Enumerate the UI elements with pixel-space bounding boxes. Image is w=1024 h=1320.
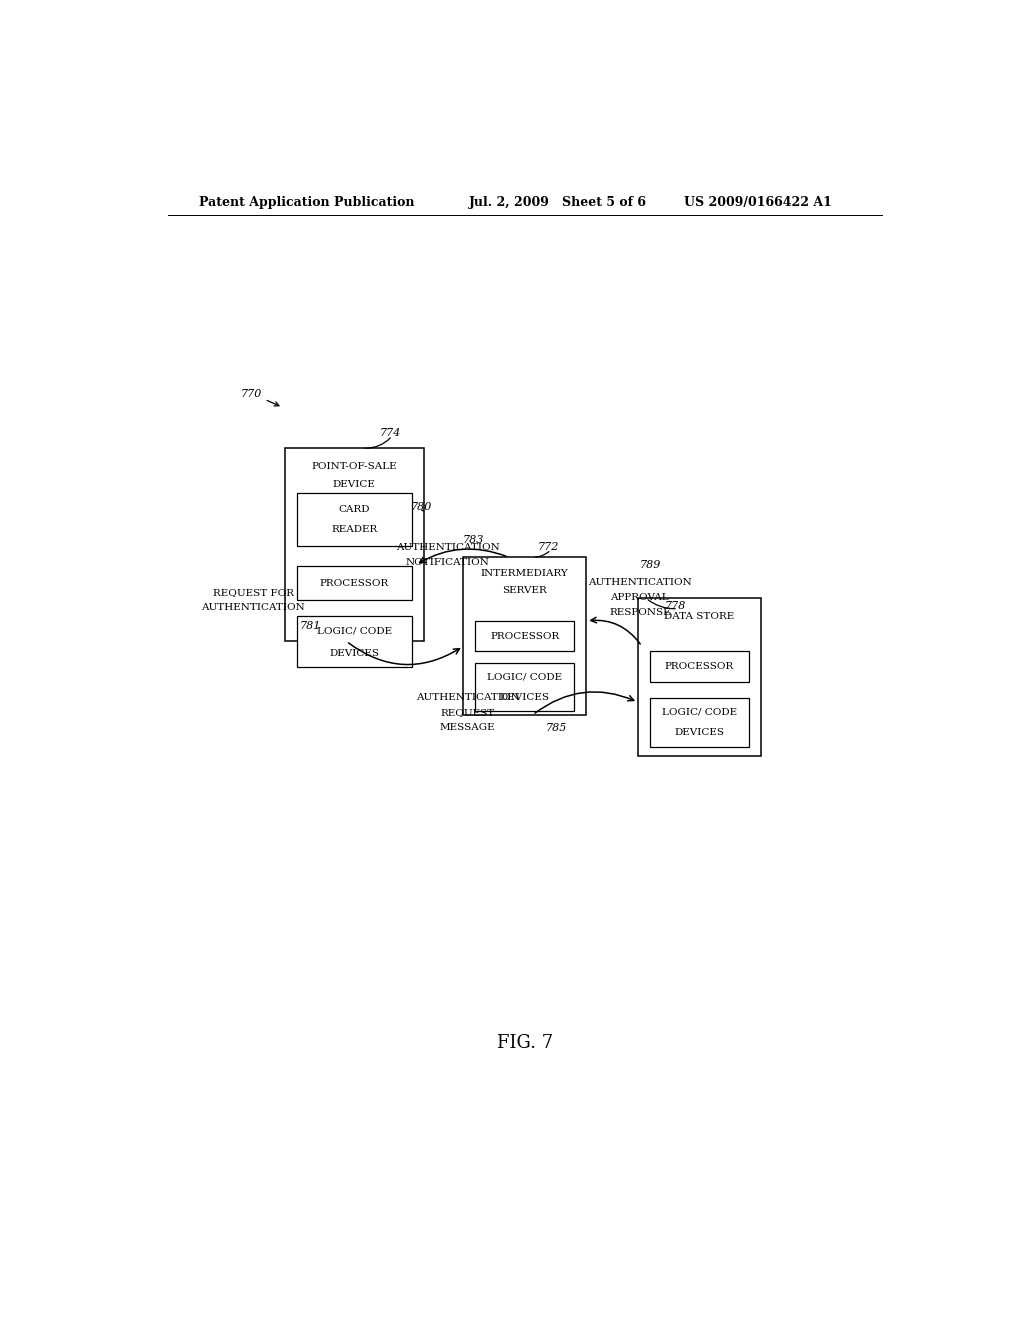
Text: 789: 789 (640, 560, 660, 570)
Bar (285, 447, 424, 642)
Bar (297, 566, 412, 601)
Text: DEVICES: DEVICES (675, 729, 724, 737)
Text: DEVICES: DEVICES (329, 649, 379, 657)
Text: LOGIC/ CODE: LOGIC/ CODE (662, 708, 737, 717)
Text: RESPONSE: RESPONSE (609, 609, 671, 618)
Bar (650, 651, 749, 682)
Text: LOGIC/ CODE: LOGIC/ CODE (316, 627, 392, 635)
Bar (475, 663, 574, 711)
Text: PROCESSOR: PROCESSOR (490, 631, 559, 640)
Text: DEVICES: DEVICES (500, 693, 550, 702)
Text: 778: 778 (665, 601, 686, 611)
Text: LOGIC/ CODE: LOGIC/ CODE (487, 672, 562, 681)
Text: AUTHENTICATION: AUTHENTICATION (416, 693, 519, 702)
Bar (475, 620, 574, 651)
Bar (297, 492, 412, 545)
Text: AUTHENTICATION: AUTHENTICATION (202, 603, 305, 612)
Text: REQUEST FOR: REQUEST FOR (213, 587, 294, 597)
Text: 781: 781 (300, 620, 322, 631)
Text: 783: 783 (463, 535, 484, 545)
Text: AUTHENTICATION: AUTHENTICATION (396, 544, 500, 552)
Text: Patent Application Publication: Patent Application Publication (200, 195, 415, 209)
Bar (638, 598, 761, 755)
Text: PROCESSOR: PROCESSOR (665, 663, 734, 671)
Text: 774: 774 (379, 428, 400, 438)
Text: APPROVAL: APPROVAL (610, 593, 670, 602)
Bar (297, 615, 412, 667)
Text: READER: READER (331, 525, 377, 533)
Text: INTERMEDIARY: INTERMEDIARY (481, 569, 568, 578)
Text: PROCESSOR: PROCESSOR (319, 578, 389, 587)
Text: AUTHENTICATION: AUTHENTICATION (588, 578, 692, 586)
Text: REQUEST: REQUEST (440, 708, 495, 717)
Text: 785: 785 (546, 722, 567, 733)
Text: DATA STORE: DATA STORE (665, 611, 734, 620)
Text: CARD: CARD (338, 504, 370, 513)
Text: NOTIFICATION: NOTIFICATION (406, 558, 489, 568)
Text: 780: 780 (411, 502, 432, 512)
Text: MESSAGE: MESSAGE (440, 723, 496, 733)
Text: US 2009/0166422 A1: US 2009/0166422 A1 (684, 195, 831, 209)
Text: DEVICE: DEVICE (333, 480, 376, 490)
Text: SERVER: SERVER (503, 586, 547, 595)
Text: Jul. 2, 2009   Sheet 5 of 6: Jul. 2, 2009 Sheet 5 of 6 (469, 195, 647, 209)
Text: FIG. 7: FIG. 7 (497, 1034, 553, 1052)
Text: 772: 772 (538, 541, 559, 552)
Bar (463, 557, 587, 715)
Bar (650, 698, 749, 747)
Text: 770: 770 (241, 389, 262, 399)
Text: POINT-OF-SALE: POINT-OF-SALE (311, 462, 397, 471)
